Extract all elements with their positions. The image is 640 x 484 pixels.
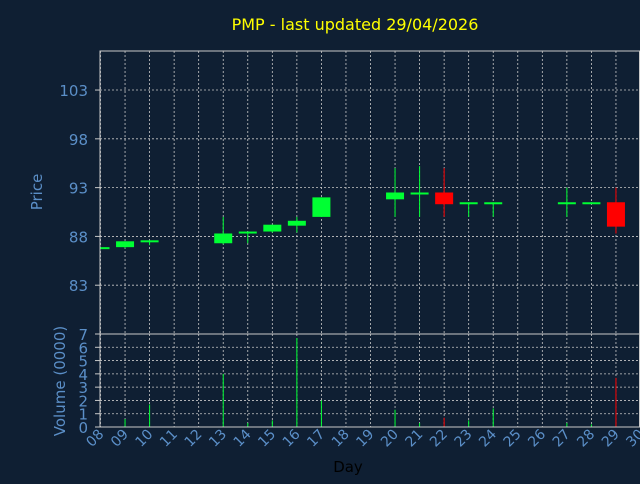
candle-body	[263, 224, 282, 232]
candle-body	[312, 197, 331, 217]
x-tick-labels: 08 09 10 11 12 13 14 15 16 17 18 19 20 21 22 23 24 25 26 27…	[83, 426, 640, 450]
candle-body	[435, 192, 454, 205]
candles-layer	[100, 166, 625, 250]
price-tick-label: 88	[69, 228, 88, 246]
price-tick-label: 98	[69, 131, 88, 149]
volume-tick-label: 7	[78, 326, 88, 344]
price-tick-label: 93	[69, 180, 88, 198]
candle-body	[238, 231, 257, 234]
volume-axis-label: Volume (0000)	[51, 326, 69, 436]
candle-body	[214, 233, 233, 244]
chart-title: PMP - last updated 29/04/2026	[232, 15, 479, 34]
candle-body	[386, 192, 405, 200]
candle-body	[557, 202, 576, 205]
volume-tick-label: 6	[78, 339, 88, 357]
volume-tick-label: 5	[78, 353, 88, 371]
candle-body	[484, 202, 503, 205]
candle-body	[287, 220, 306, 226]
candle-body	[582, 202, 601, 205]
volume-bars-layer	[124, 337, 617, 427]
price-tick-label: 83	[69, 277, 88, 295]
volume-tick-label: 4	[78, 366, 88, 384]
candle-body	[116, 241, 135, 248]
volume-tick-label: 0	[78, 419, 88, 437]
volume-tick-label: 1	[78, 406, 88, 424]
candle-body	[100, 247, 110, 250]
price-axis-label: Price	[28, 174, 46, 211]
price-tick-labels: 83 88 93 98 103	[59, 82, 100, 295]
candle-body	[459, 202, 478, 205]
volume-tick-label: 2	[78, 392, 88, 410]
candle-body	[606, 202, 625, 227]
volume-tick-label: 3	[78, 379, 88, 397]
price-tick-label: 103	[59, 82, 88, 100]
x-axis-label: Day	[333, 458, 363, 476]
candle-body	[140, 240, 159, 243]
candle-body	[410, 192, 429, 195]
